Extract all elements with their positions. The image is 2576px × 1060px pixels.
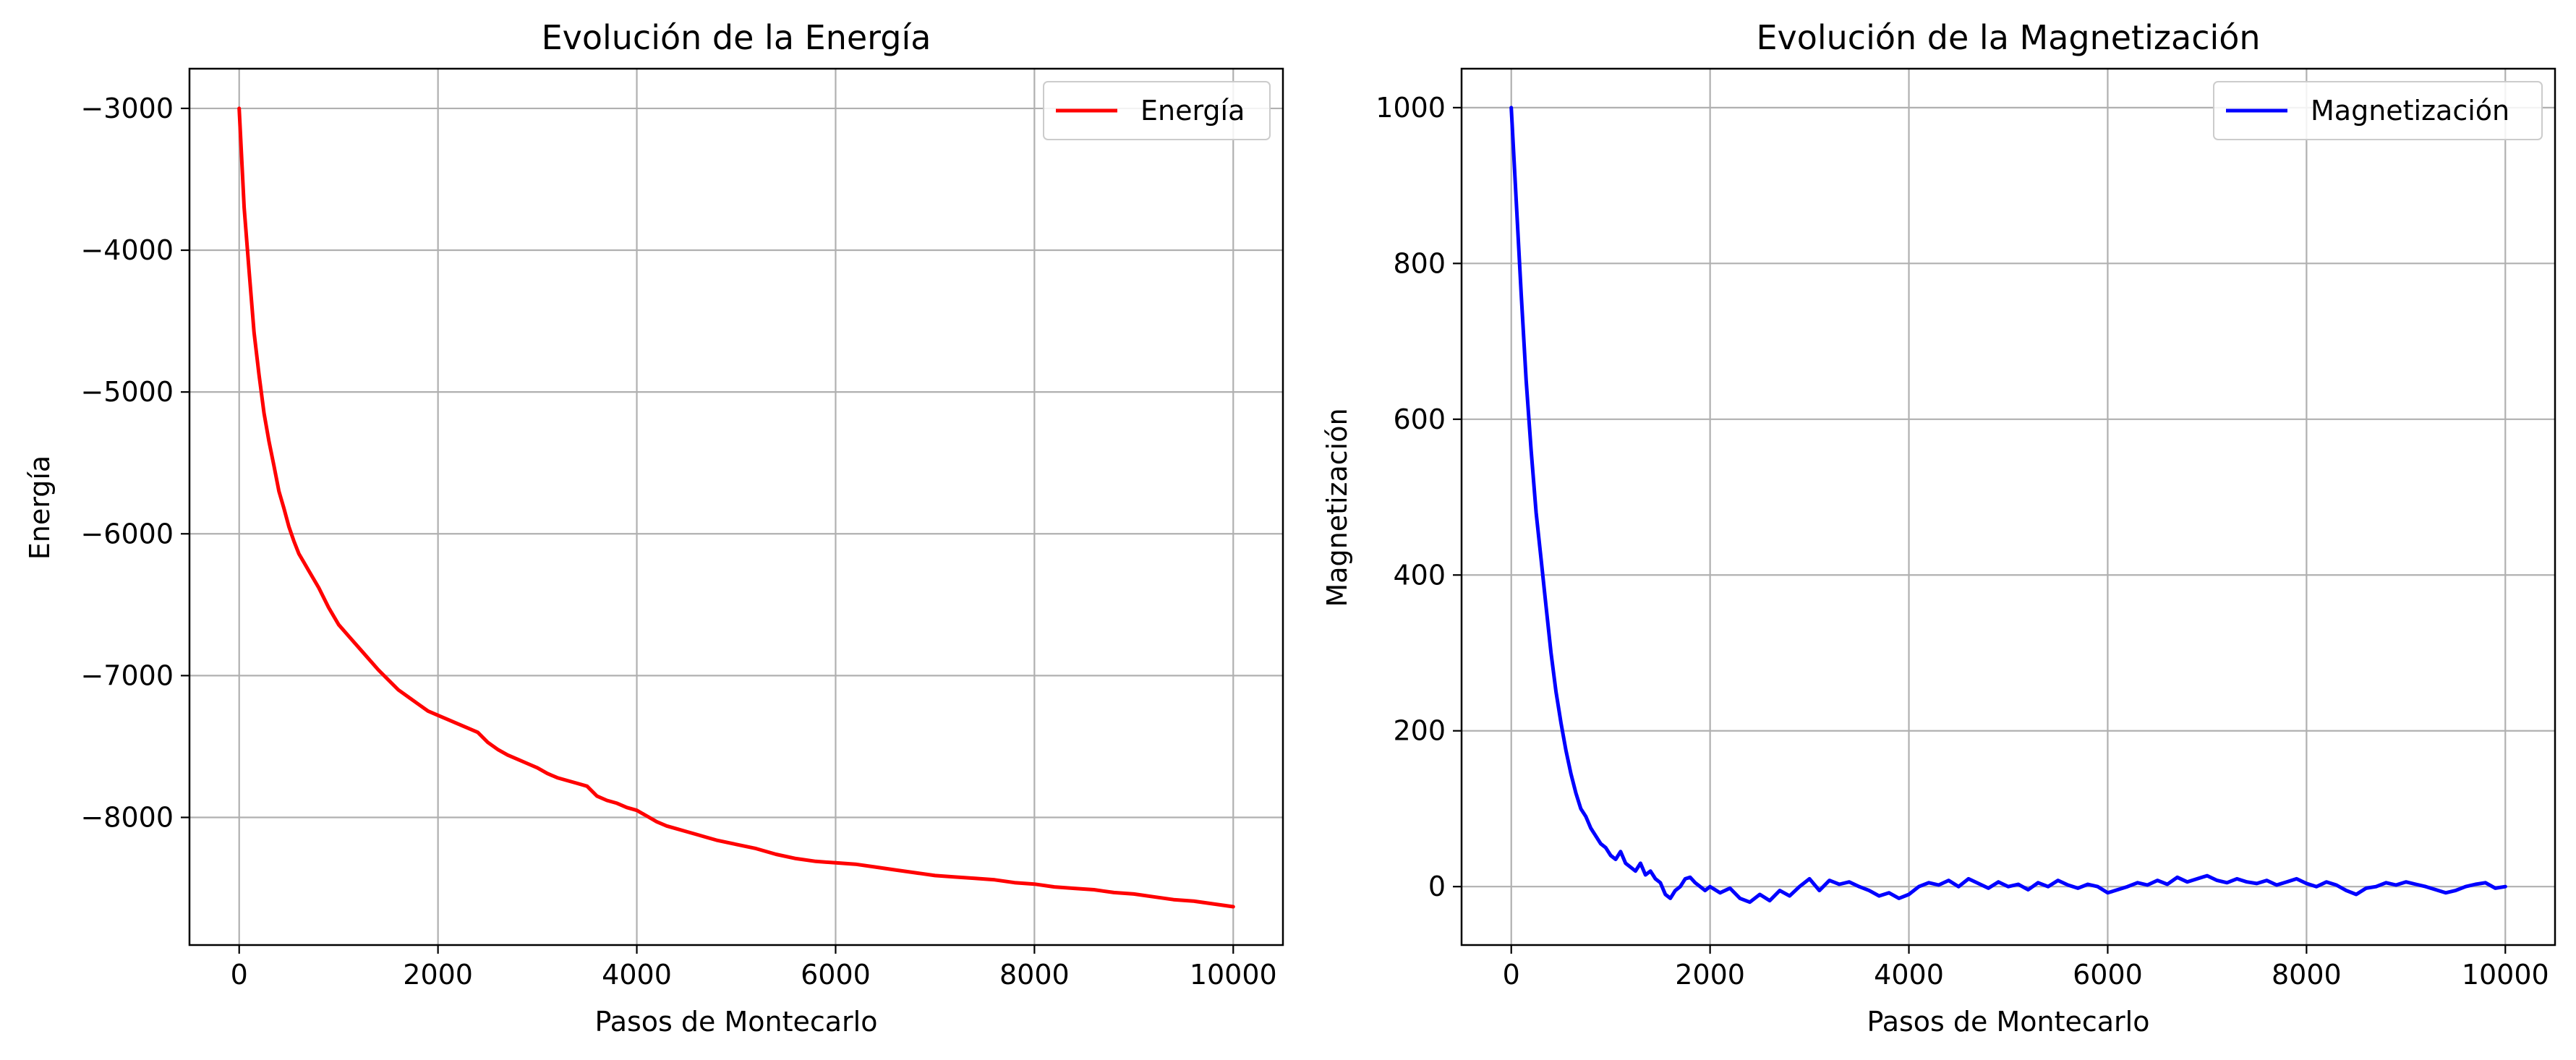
magnetization-x-axis-label: Pasos de Montecarlo: [1867, 1006, 2149, 1038]
energy-y-tick-label: −7000: [80, 659, 174, 691]
energy-legend: Energía: [1043, 81, 1271, 140]
energy-y-axis-label: Energía: [24, 456, 56, 560]
magnetization-y-tick-label: 1000: [1376, 92, 1446, 124]
magnetization-line-group: [1509, 106, 2507, 905]
magnetization-y-tick-label: 0: [1428, 871, 1446, 902]
energy-y-tick-label: −6000: [80, 518, 174, 550]
energy-series-line: [237, 106, 1235, 909]
energy-y-tick-label: −5000: [80, 376, 174, 408]
magnetization-chart: 0 2000 4000 6000 8000 10000 0 200 400 600 800 1000…: [1321, 18, 2556, 1038]
energy-x-tick-label: 0: [231, 959, 248, 991]
magnetization-x-tick-label: 4000: [1874, 959, 1944, 991]
energy-x-tick-label: 4000: [602, 959, 672, 991]
magnetization-legend: Magnetización: [2213, 81, 2543, 140]
energy-chart: 0 2000 4000 6000 8000 10000 −8000 −7000 −6000 −5…: [24, 18, 1284, 1038]
energy-y-ticks: −8000 −7000 −6000 −5000 −4000 −3000: [80, 93, 189, 833]
energy-chart-title: Evolución de la Energía: [542, 18, 931, 57]
energy-grid: [189, 69, 1283, 945]
magnetization-legend-label: Magnetización: [2311, 95, 2509, 127]
energy-x-tick-label: 10000: [1190, 959, 1277, 991]
magnetization-y-axis-label: Magnetización: [1321, 408, 1353, 607]
magnetization-axes-frame: [1460, 67, 2556, 946]
energy-line-group: [237, 106, 1235, 909]
energy-x-tick-label: 2000: [403, 959, 473, 991]
magnetization-y-ticks: 0 200 400 600 800 1000: [1376, 92, 1462, 902]
magnetization-chart-title: Evolución de la Magnetización: [1756, 18, 2260, 57]
magnetization-x-tick-label: 6000: [2073, 959, 2143, 991]
energy-x-tick-label: 8000: [999, 959, 1070, 991]
magnetization-y-tick-label: 400: [1393, 559, 1446, 591]
magnetization-x-tick-label: 8000: [2272, 959, 2342, 991]
magnetization-x-ticks: 0 2000 4000 6000 8000 10000: [1503, 945, 2549, 991]
energy-y-tick-label: −4000: [80, 234, 174, 266]
magnetization-x-tick-label: 10000: [2462, 959, 2549, 991]
energy-x-axis-label: Pasos de Montecarlo: [594, 1006, 877, 1038]
magnetization-legend-box: [2213, 81, 2543, 140]
energy-legend-label: Energía: [1140, 95, 1245, 127]
energy-axes-frame: [188, 67, 1284, 946]
energy-x-ticks: 0 2000 4000 6000 8000 10000: [231, 945, 1277, 991]
magnetization-x-tick-label: 2000: [1675, 959, 1745, 991]
energy-legend-box: [1043, 81, 1271, 140]
magnetization-grid: [1462, 69, 2555, 945]
energy-x-tick-label: 6000: [801, 959, 871, 991]
energy-y-tick-label: −3000: [80, 93, 174, 124]
magnetization-series-line: [1509, 106, 2507, 905]
magnetization-x-tick-label: 0: [1503, 959, 1520, 991]
magnetization-y-tick-label: 800: [1393, 247, 1446, 279]
magnetization-y-tick-label: 200: [1393, 715, 1446, 747]
energy-y-tick-label: −8000: [80, 801, 174, 833]
magnetization-y-tick-label: 600: [1393, 403, 1446, 435]
